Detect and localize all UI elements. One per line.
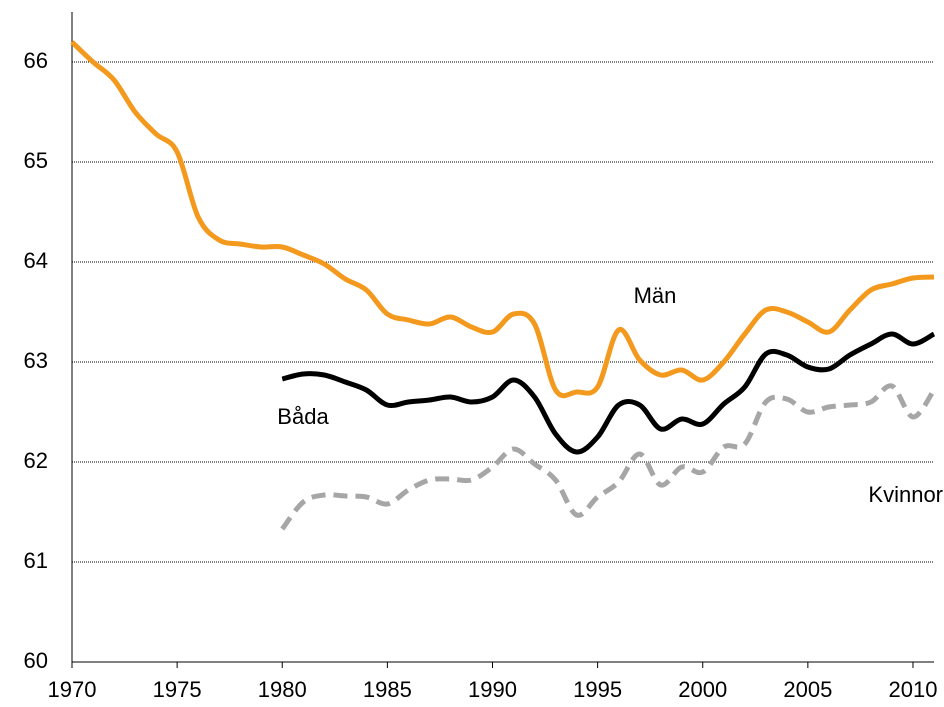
x-tick-label: 1970 [48, 677, 97, 702]
series-label: Båda [277, 404, 329, 429]
series-label: Män [634, 283, 677, 308]
y-tick-label: 60 [24, 648, 48, 673]
series-line [281, 331, 936, 455]
x-tick-label: 1995 [573, 677, 622, 702]
x-tick-label: 1975 [153, 677, 202, 702]
x-tick-label: 2010 [888, 677, 937, 702]
y-tick-label: 61 [24, 548, 48, 573]
y-tick-label: 66 [24, 48, 48, 73]
series-line [280, 383, 937, 531]
x-tick-label: 1980 [258, 677, 307, 702]
x-tick-label: 2000 [678, 677, 727, 702]
x-tick-label: 1990 [468, 677, 517, 702]
series-label: Kvinnor [868, 482, 943, 507]
y-tick-label: 65 [24, 148, 48, 173]
series-line [70, 40, 935, 399]
x-tick-label: 1985 [363, 677, 412, 702]
y-tick-label: 64 [24, 248, 48, 273]
x-tick-label: 2005 [783, 677, 832, 702]
y-tick-label: 62 [24, 448, 48, 473]
y-tick-label: 63 [24, 348, 48, 373]
